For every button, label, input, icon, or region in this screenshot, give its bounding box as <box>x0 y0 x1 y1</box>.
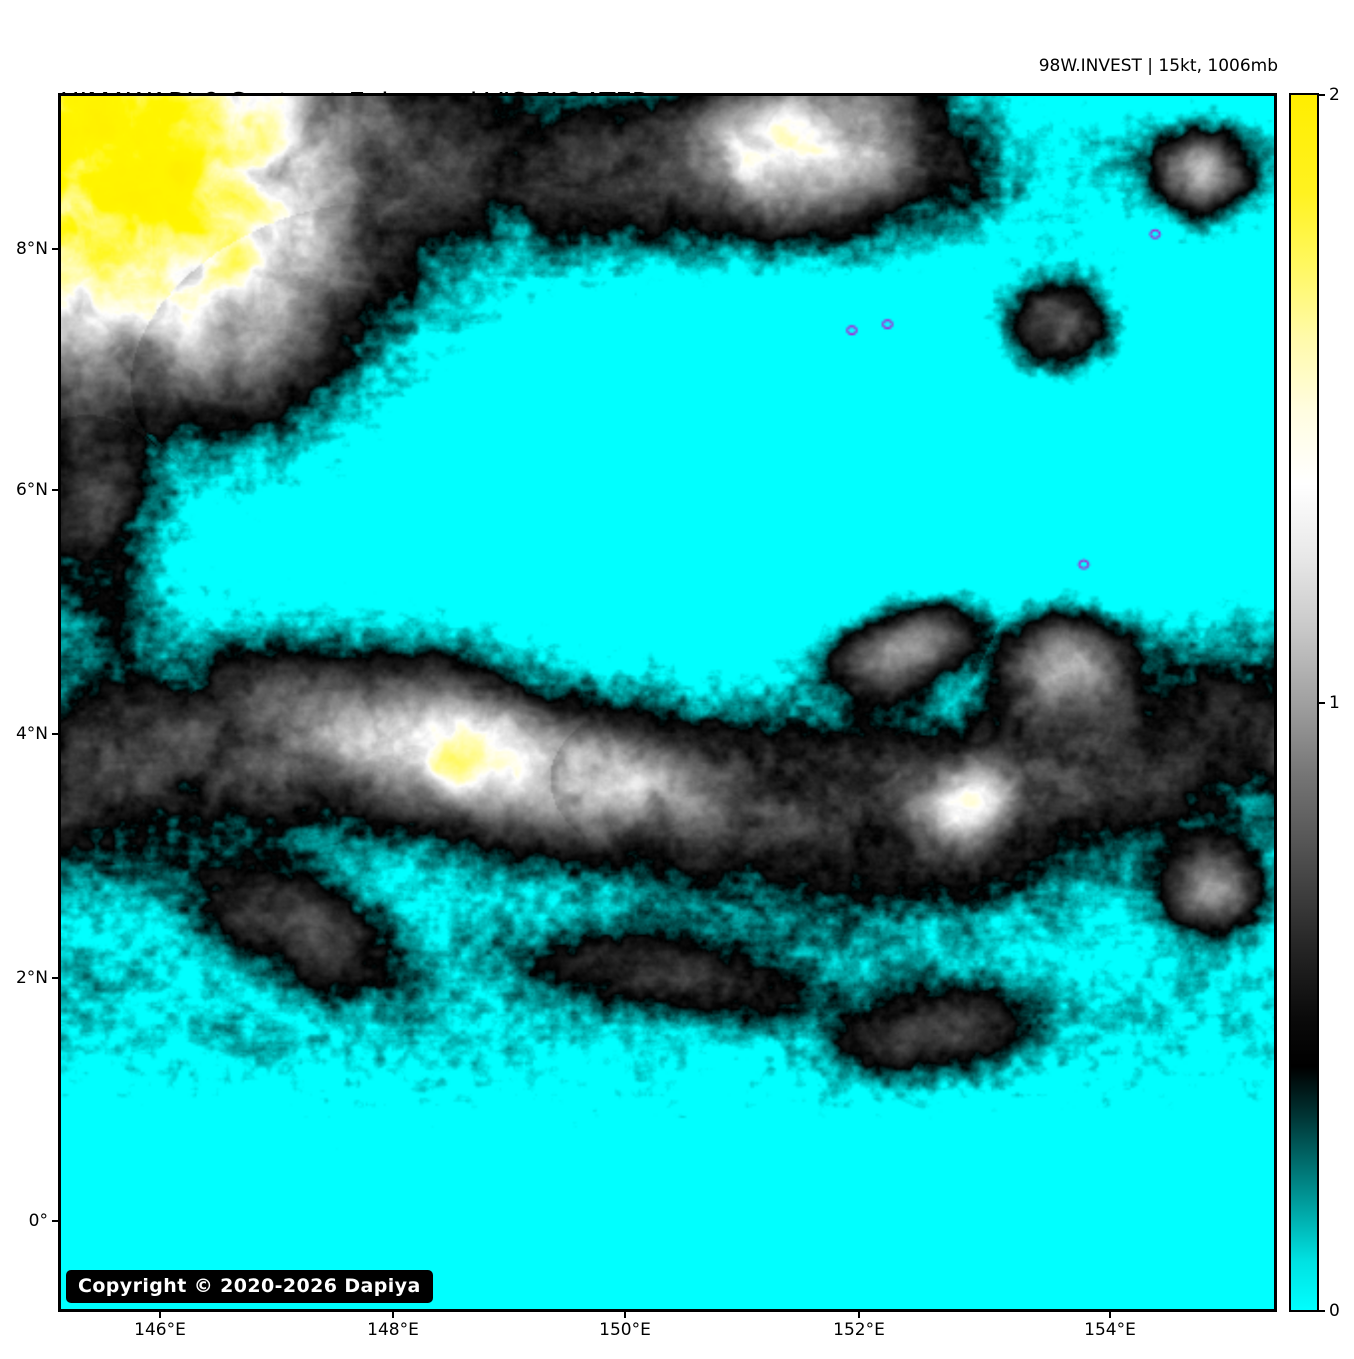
lon-tick <box>159 1312 161 1318</box>
lon-axis-label: 148°E <box>367 1320 419 1340</box>
lon-tick <box>392 1312 394 1318</box>
colorbar-tick <box>1319 94 1325 96</box>
satellite-imagery-canvas <box>61 96 1274 1309</box>
colorbar <box>1289 93 1319 1312</box>
colorbar-tick-label: 2 <box>1329 85 1340 105</box>
colorbar-tick <box>1319 702 1325 704</box>
lon-axis-label: 154°E <box>1084 1320 1136 1340</box>
lat-axis-label: 2°N <box>15 968 48 988</box>
lat-tick <box>52 489 58 491</box>
lon-axis-label: 146°E <box>134 1320 186 1340</box>
lat-axis-label: 0° <box>28 1211 48 1231</box>
lon-axis-label: 150°E <box>599 1320 651 1340</box>
lon-tick <box>624 1312 626 1318</box>
lon-axis-label: 152°E <box>833 1320 885 1340</box>
colorbar-tick-label: 1 <box>1329 693 1340 713</box>
colorbar-tick-label: 0 <box>1329 1301 1340 1321</box>
header: HIMAWARI-9 Contrast-Enhanced-VIS FLOATER… <box>0 0 1354 220</box>
colorbar-gradient <box>1289 93 1319 1312</box>
lat-tick <box>52 733 58 735</box>
lon-tick <box>1109 1312 1111 1318</box>
lat-axis-label: 4°N <box>15 724 48 744</box>
lon-tick <box>858 1312 860 1318</box>
colorbar-tick <box>1319 1310 1325 1312</box>
lat-tick <box>52 1220 58 1222</box>
lat-tick <box>52 977 58 979</box>
lat-tick <box>52 248 58 250</box>
copyright-badge: Copyright © 2020-2026 Dapiya <box>66 1270 433 1303</box>
storm-metadata-label: 98W.INVEST | 15kt, 1006mb <box>1038 56 1278 76</box>
satellite-image-panel: Copyright © 2020-2026 Dapiya <box>58 93 1277 1312</box>
lat-axis-label: 8°N <box>15 239 48 259</box>
lat-axis-label: 6°N <box>15 480 48 500</box>
